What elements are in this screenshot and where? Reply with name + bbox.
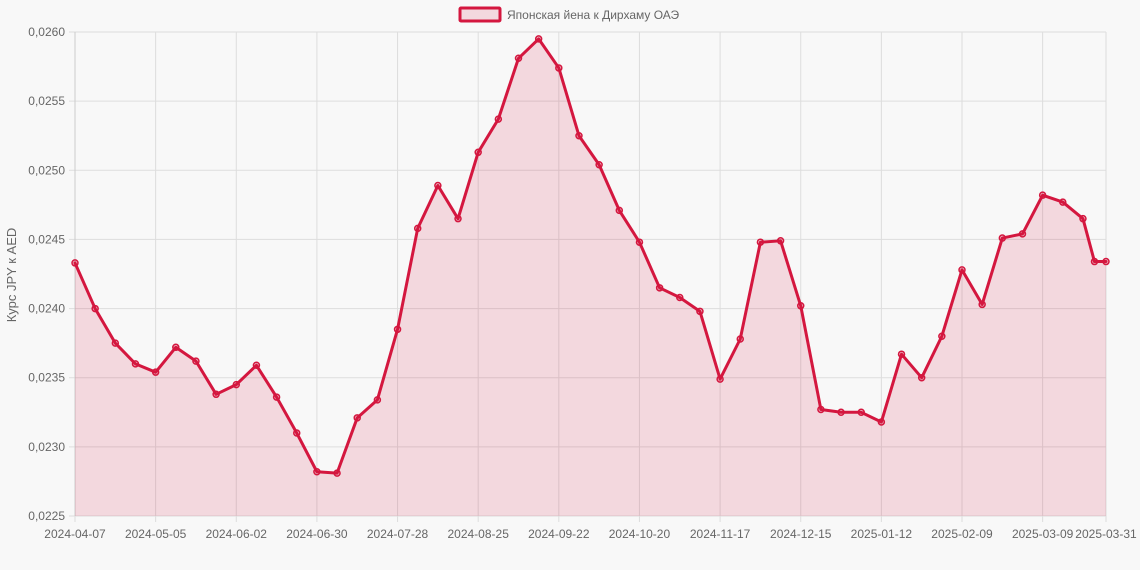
y-tick-label: 0,0225 xyxy=(28,509,65,523)
data-point[interactable] xyxy=(353,414,361,422)
data-point[interactable] xyxy=(938,332,946,340)
data-point[interactable] xyxy=(817,405,825,414)
data-point[interactable] xyxy=(555,64,563,72)
data-point[interactable] xyxy=(151,368,160,376)
data-point[interactable] xyxy=(635,238,644,246)
x-tick-label: 2024-11-17 xyxy=(690,527,751,541)
y-tick-label: 0,0230 xyxy=(28,440,65,454)
data-point[interactable] xyxy=(1102,257,1110,266)
data-point[interactable] xyxy=(655,284,664,292)
legend[interactable]: Японская йена к Дирхаму ОАЭ xyxy=(458,6,680,23)
x-gridlines xyxy=(74,32,1107,522)
data-point[interactable] xyxy=(474,148,482,157)
data-point[interactable] xyxy=(393,325,402,334)
data-point[interactable] xyxy=(615,206,624,215)
data-point[interactable] xyxy=(514,54,523,63)
x-tick-label: 2025-02-09 xyxy=(931,527,993,541)
data-point[interactable] xyxy=(534,35,543,43)
data-point[interactable] xyxy=(1038,191,1047,199)
y-axis-ticks: 0,0225 0,0230 0,0235 0,0240 0,0245 0,0250 0,02… xyxy=(28,25,65,523)
line-layer xyxy=(73,37,1108,475)
y-tick-label: 0,0240 xyxy=(28,302,65,316)
x-tick-label: 2024-04-07 xyxy=(44,527,106,541)
x-tick-label: 2024-10-20 xyxy=(609,527,671,541)
data-point[interactable] xyxy=(454,214,462,223)
data-point[interactable] xyxy=(494,115,503,123)
x-tick-label: 2024-05-05 xyxy=(125,527,187,541)
data-point[interactable] xyxy=(736,335,745,343)
data-point[interactable] xyxy=(192,357,200,365)
x-tick-label: 2025-03-31 xyxy=(1075,527,1137,541)
data-point[interactable] xyxy=(434,181,442,190)
data-point[interactable] xyxy=(232,380,241,389)
area-fill-layer xyxy=(75,38,1106,516)
data-point[interactable] xyxy=(1059,198,1067,206)
data-point[interactable] xyxy=(837,408,845,417)
x-tick-label: 2024-07-28 xyxy=(367,527,429,541)
data-point[interactable] xyxy=(998,234,1007,242)
x-tick-label: 2024-08-25 xyxy=(447,527,509,541)
data-point[interactable] xyxy=(575,131,583,140)
data-point[interactable] xyxy=(696,307,704,316)
data-point[interactable] xyxy=(131,360,140,368)
data-point[interactable] xyxy=(897,350,906,358)
data-points-layer xyxy=(71,35,1110,477)
y-tick-label: 0,0250 xyxy=(28,163,65,177)
data-point[interactable] xyxy=(111,339,120,347)
data-point[interactable] xyxy=(333,469,341,477)
y-tick-label: 0,0235 xyxy=(28,371,65,385)
x-tick-label: 2024-09-22 xyxy=(528,527,590,541)
data-point[interactable] xyxy=(676,293,684,302)
data-point[interactable] xyxy=(212,390,220,399)
y-tick-label: 0,0245 xyxy=(28,232,65,246)
data-point[interactable] xyxy=(877,418,886,426)
series-area xyxy=(75,38,1106,516)
x-tick-label: 2025-01-12 xyxy=(851,527,913,541)
data-point[interactable] xyxy=(1018,230,1027,238)
y-tick-label: 0,0255 xyxy=(28,94,65,108)
data-point[interactable] xyxy=(958,266,966,274)
x-tick-label: 2024-06-30 xyxy=(286,527,348,541)
legend-label[interactable]: Японская йена к Дирхаму ОАЭ xyxy=(507,8,680,22)
data-point[interactable] xyxy=(71,259,79,267)
x-axis-ticks: 2024-04-07 2024-05-05 2024-06-02 2024-06-30… xyxy=(44,527,1137,541)
data-point[interactable] xyxy=(776,237,785,245)
y-tick-label: 0,0260 xyxy=(28,25,65,39)
y-axis-title: Курс JPY к AED xyxy=(4,228,19,323)
data-point[interactable] xyxy=(1090,257,1099,266)
x-tick-label: 2024-12-15 xyxy=(770,527,832,541)
data-point[interactable] xyxy=(293,429,301,437)
y-gridlines xyxy=(69,31,1106,517)
data-point[interactable] xyxy=(1079,214,1087,223)
data-point[interactable] xyxy=(917,373,926,382)
data-point[interactable] xyxy=(756,238,765,246)
x-tick-label: 2024-06-02 xyxy=(206,527,268,541)
data-point[interactable] xyxy=(978,300,986,309)
data-point[interactable] xyxy=(373,396,382,404)
data-point[interactable] xyxy=(313,467,321,476)
legend-swatch[interactable] xyxy=(458,6,502,23)
data-point[interactable] xyxy=(716,375,724,383)
data-point[interactable] xyxy=(252,361,261,370)
data-point[interactable] xyxy=(796,302,805,310)
data-point[interactable] xyxy=(172,343,180,352)
data-point[interactable] xyxy=(595,161,603,169)
data-point[interactable] xyxy=(91,304,99,313)
x-tick-label: 2025-03-09 xyxy=(1012,527,1074,541)
data-point[interactable] xyxy=(857,408,865,417)
data-point[interactable] xyxy=(272,393,281,401)
series-line xyxy=(73,37,1108,475)
data-point[interactable] xyxy=(413,224,422,233)
